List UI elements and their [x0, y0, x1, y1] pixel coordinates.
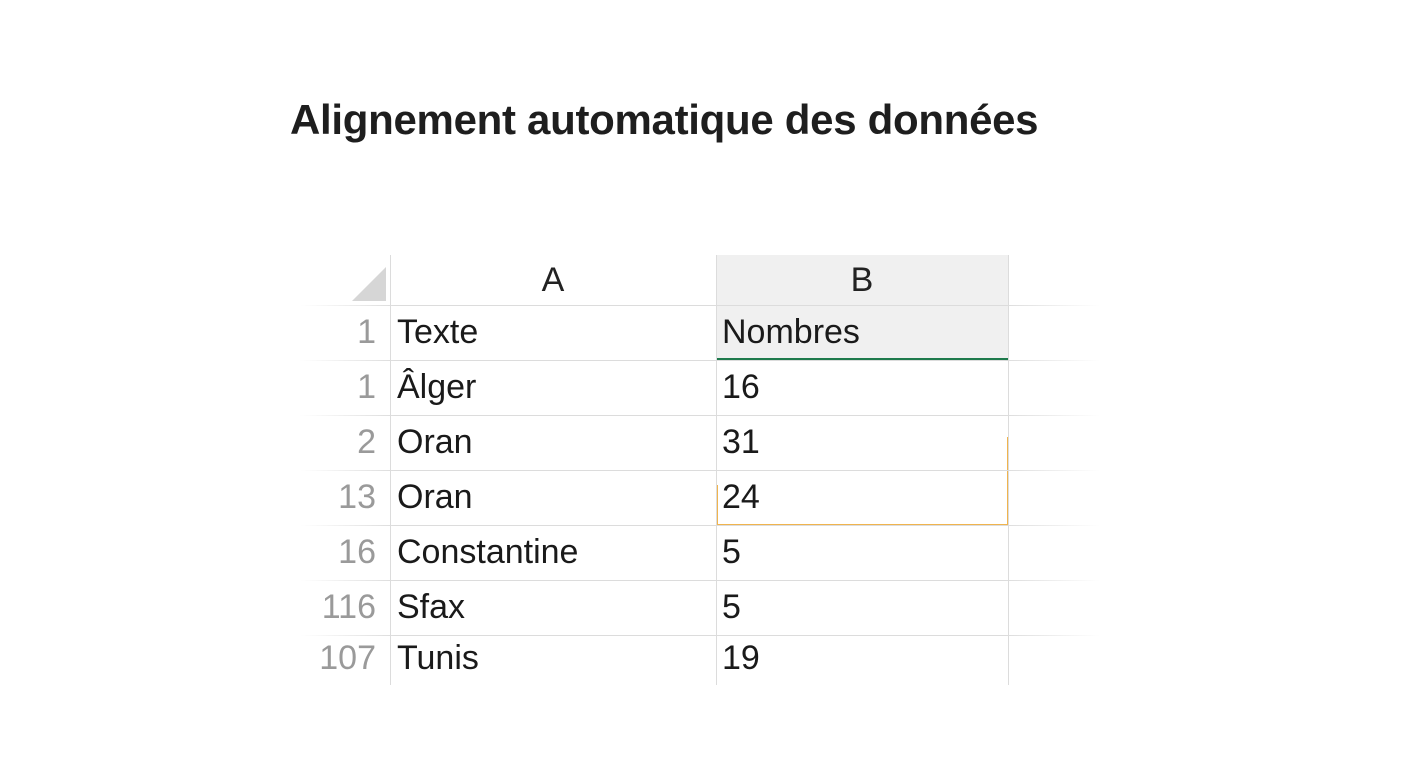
select-all-corner: [352, 267, 386, 301]
grid-line: [300, 470, 1100, 471]
grid-line: [1008, 255, 1009, 685]
row-number: 16: [338, 533, 376, 571]
row-number: 116: [321, 588, 376, 626]
cell-text: Tunis: [397, 639, 479, 677]
row-number: 107: [319, 639, 376, 677]
cell-text: Âlger: [397, 368, 477, 406]
selected-underline: [716, 358, 1008, 361]
grid-line: [300, 360, 1100, 361]
grid-line: [390, 255, 391, 685]
column-header: B: [850, 260, 874, 299]
grid-line: [300, 580, 1100, 581]
cell-number: Nombres: [722, 313, 860, 351]
row-number: 13: [338, 478, 376, 516]
cell-number: 24: [722, 478, 760, 516]
cell-text: Constantine: [397, 533, 579, 571]
grid-line: [300, 635, 1100, 636]
grid-line: [300, 525, 1100, 526]
cell-number: 16: [722, 368, 760, 406]
grid-line: [716, 255, 717, 685]
header-b-bg: [716, 255, 1008, 360]
cell-number: 19: [722, 639, 760, 677]
row-number: 1: [357, 313, 376, 351]
range-border-left: [716, 485, 718, 526]
row-number: 1: [357, 368, 376, 406]
row-number: 2: [357, 423, 376, 461]
cell-number: 5: [722, 588, 741, 626]
cell-text: Oran: [397, 423, 473, 461]
cell-number: 5: [722, 533, 741, 571]
grid-line: [300, 415, 1100, 416]
cell-text: Sfax: [397, 588, 466, 626]
cell-text: Texte: [397, 313, 479, 351]
cell-number: 31: [722, 423, 760, 461]
column-header: A: [541, 260, 565, 299]
title: Alignement automatique des données: [290, 96, 1039, 143]
cell-text: Oran: [397, 478, 473, 516]
grid-line: [300, 305, 1100, 306]
